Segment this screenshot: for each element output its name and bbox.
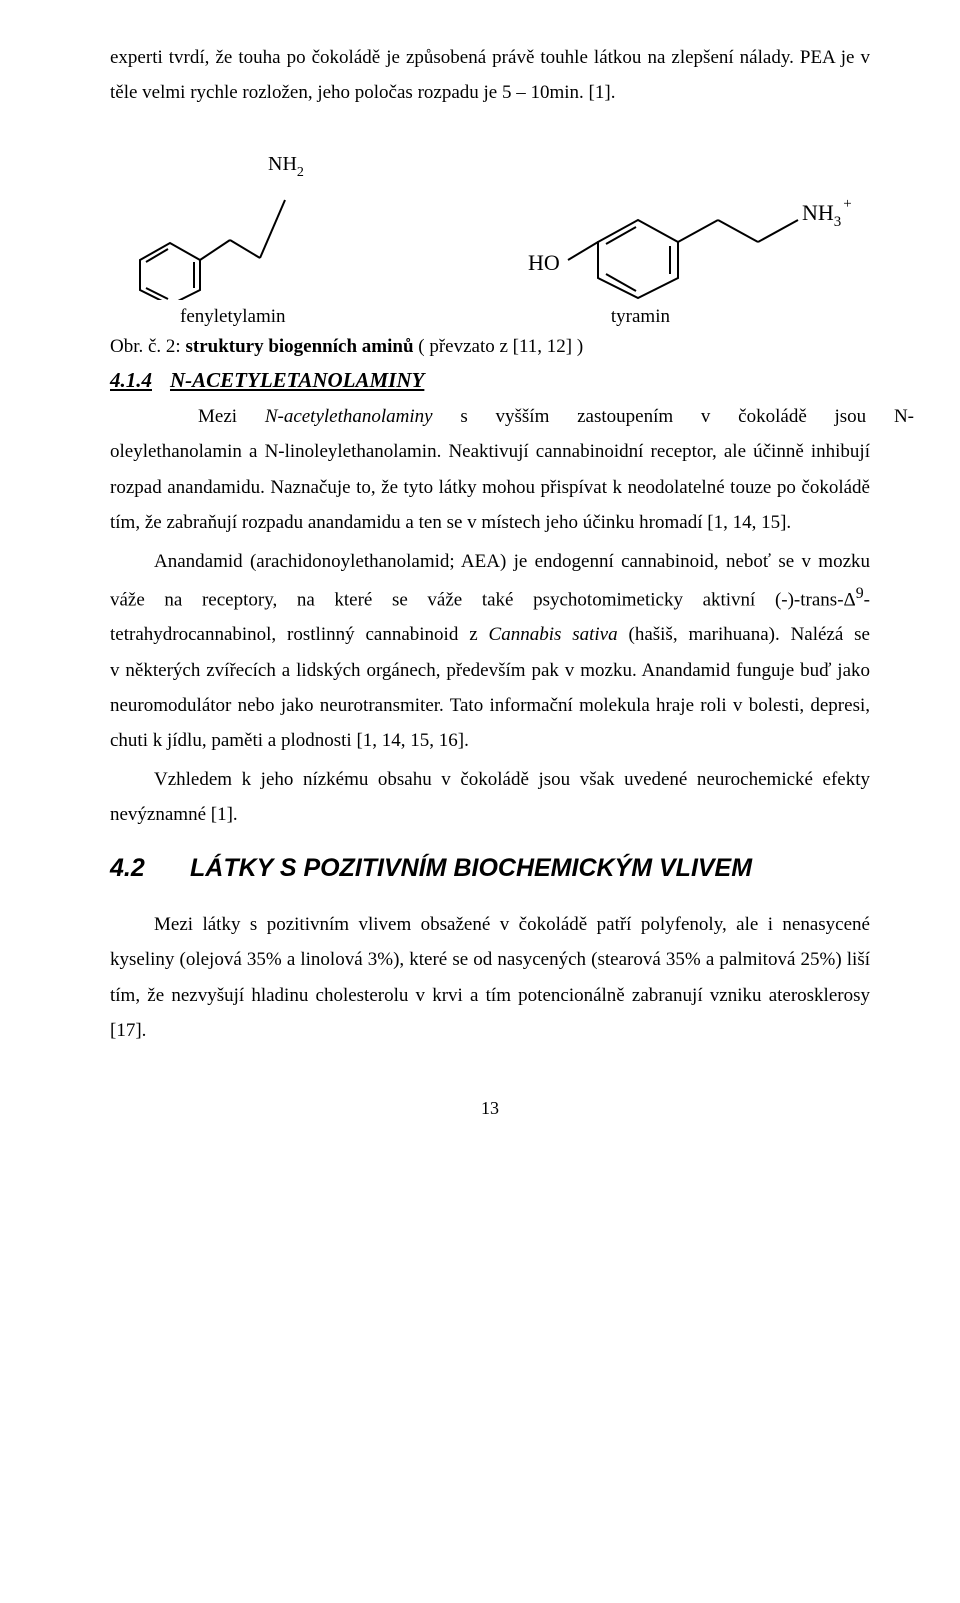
sec414-p2: Anandamid (arachidonoylethanolamid; AEA)… xyxy=(110,544,870,758)
p2sup: 9 xyxy=(856,585,864,602)
ho-label: HO xyxy=(528,250,560,275)
svg-text:NH3+: NH3+ xyxy=(802,196,852,230)
tyramin-structure: HO NH3+ xyxy=(520,160,870,300)
section-number: 4.2 xyxy=(110,854,190,883)
subsection-number: 4.1.4 xyxy=(110,368,170,393)
nh2-sub: 2 xyxy=(297,165,304,180)
caption-bold: struktury biogenních aminů xyxy=(185,336,413,357)
caption-prefix: Obr. č. 2: xyxy=(110,336,185,357)
page-number: 13 xyxy=(110,1098,870,1119)
intro-paragraph: experti tvrdí, že touha po čokoládě je z… xyxy=(110,40,870,110)
p2a: Anandamid (arachidonoylethanolamid; AEA)… xyxy=(110,551,870,610)
figure-labels-row: fenyletylamin tyramin xyxy=(110,306,870,328)
document-page: experti tvrdí, že touha po čokoládě je z… xyxy=(0,0,960,1159)
section-title: LÁTKY S POZITIVNÍM BIOCHEMICKÝM VLIVEM xyxy=(190,854,752,882)
p1a: Mezi xyxy=(198,406,265,427)
section-heading-42: 4.2LÁTKY S POZITIVNÍM BIOCHEMICKÝM VLIVE… xyxy=(110,854,870,883)
sec414-p1: Mezi N-acetylethanolaminy s vyšším zasto… xyxy=(110,399,870,540)
sec414-p3: Vzhledem k jeho nízkému obsahu v čokolád… xyxy=(110,762,870,832)
caption-suffix: ( převzato z [11, 12] ) xyxy=(414,336,584,357)
svg-text:NH2: NH2 xyxy=(268,153,304,180)
figure-row: NH2 HO NH3+ xyxy=(110,120,870,300)
figure-caption: Obr. č. 2: struktury biogenních aminů ( … xyxy=(110,336,870,358)
p1c: s vyšším zastoupením v čokoládě jsou N- xyxy=(433,406,914,427)
nh3-sub: 3 xyxy=(834,214,842,230)
nh3-plus: + xyxy=(843,196,851,212)
nh3-label: NH xyxy=(802,200,834,225)
tyramin-label: tyramin xyxy=(611,306,870,328)
subsection-heading-414: 4.1.4N-ACETYLETANOLAMINY xyxy=(110,368,870,393)
sec42-p1: Mezi látky s pozitivním vlivem obsažené … xyxy=(110,907,870,1048)
fenyletylamin-structure: NH2 xyxy=(110,140,330,300)
fenyletylamin-label: fenyletylamin xyxy=(180,306,286,328)
subsection-title: N-ACETYLETANOLAMINY xyxy=(170,368,424,392)
p2c: Cannabis sativa xyxy=(489,624,618,645)
p1-line2: oleylethanolamin a N-linoleylethanolamin… xyxy=(110,441,870,532)
nh2-label: NH xyxy=(268,153,297,175)
p1b: N-acetylethanolaminy xyxy=(265,406,433,427)
